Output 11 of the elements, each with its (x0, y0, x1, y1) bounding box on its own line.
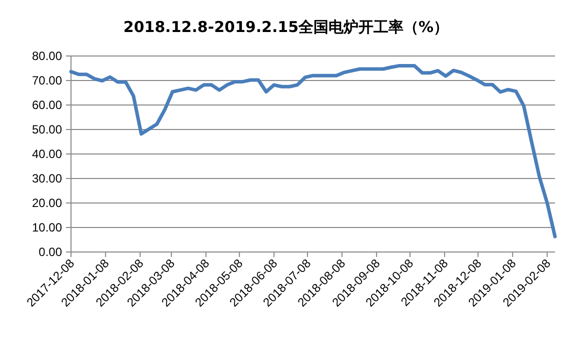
y-tick-label: 0.00 (38, 245, 62, 260)
y-tick-label: 80.00 (32, 49, 62, 64)
y-tick-label: 70.00 (32, 74, 62, 88)
y-tick-label: 50.00 (32, 122, 62, 137)
y-tick-label: 40.00 (32, 147, 62, 162)
chart-title: 2018.12.8-2019.2.15全国电炉开工率（%） (123, 18, 449, 36)
y-tick-label: 30.00 (32, 172, 62, 186)
y-tick-label: 10.00 (32, 220, 62, 235)
y-tick-label: 60.00 (32, 98, 62, 112)
line-series (69, 64, 557, 238)
y-tick-label: 20.00 (32, 196, 62, 210)
